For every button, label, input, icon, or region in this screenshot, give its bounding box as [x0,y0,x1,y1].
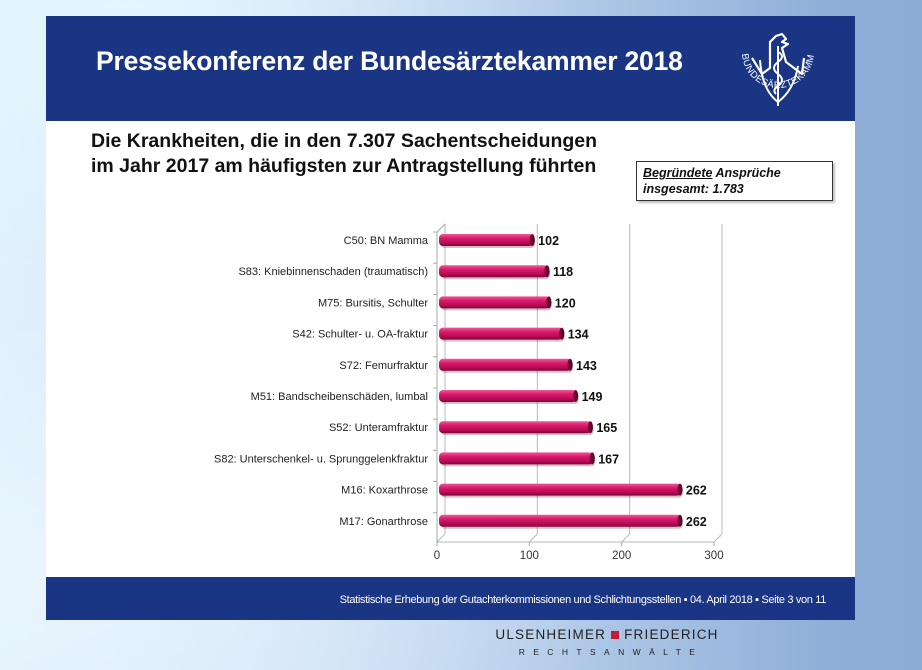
note-underlined-word: Begründete [643,166,713,180]
data-label: 167 [598,452,619,466]
bar [439,452,594,465]
bar [439,234,534,246]
slide-footer: Statistische Erhebung der Gutachterkommi… [46,577,855,620]
category-label: S52: Unteramfraktur [329,422,428,434]
chart-title: Die Krankheiten, die in den 7.307 Sachen… [91,129,597,179]
chart-title-line-1: Die Krankheiten, die in den 7.307 Sachen… [91,130,598,152]
bar-end-cap [587,421,593,434]
floor-gridline [713,533,723,543]
bar-end-cap [546,296,552,309]
x-tick-label: 200 [612,550,631,562]
bar [439,296,550,309]
chart-title-line-2: im Jahr 2017 am häufigsten zur Antragste… [91,155,597,177]
bar-layer [439,234,683,529]
slide: Pressekonferenz der Bundesärztekammer 20… [46,16,855,620]
category-label: S82: Unterschenkel- u. Sprunggelenkfrakt… [214,453,428,465]
data-label: 134 [568,328,589,342]
category-label: S83: Kniebinnenschaden (traumatisch) [238,266,428,278]
floor-gridline [436,533,446,543]
bar [439,265,548,278]
data-label: 143 [576,359,597,373]
slide-header: Pressekonferenz der Bundesärztekammer 20… [46,16,855,121]
bar-end-cap [677,483,683,496]
data-label: 262 [686,515,707,529]
firm-name-left: ULSENHEIMER [495,627,607,642]
bar-chart: 0 100 200 300 C50: BN Mamma 102 S83: Kniebinne… [214,223,724,562]
floor-gridline [621,533,631,543]
data-label: 165 [596,421,617,435]
x-tick-label: 0 [434,550,440,562]
data-label: 149 [582,390,603,404]
x-tick-label: 300 [704,550,723,562]
category-label: M51: Bandscheibenschäden, lumbal [251,391,428,403]
category-label: M16: Koxarthrose [341,485,428,497]
firm-subtitle: RECHTSANWÄLTE [518,647,704,657]
firm-name-right: FRIEDERICH [624,627,719,642]
bar [439,483,681,496]
summary-note-box: Begründete Ansprüche insgesamt: 1.783 [636,161,833,201]
bar [439,514,681,527]
category-label: S42: Schulter- u. OA-fraktur [292,329,428,341]
bar-end-cap [677,514,683,527]
label-layer: 0 100 200 300 C50: BN Mamma 102 S83: Kniebinne… [214,234,724,562]
bar-end-cap [589,452,595,465]
data-label: 262 [686,484,707,498]
category-label: M75: Bursitis, Schulter [318,297,428,309]
category-label: M17: Gonarthrose [339,516,428,528]
bar [439,390,577,402]
firm-logo: ULSENHEIMER FRIEDERICH RECHTSANWÄLTE [488,627,726,657]
bar-end-cap [544,265,550,278]
y-axis-top-edge [436,223,446,233]
data-label: 102 [538,234,559,248]
footer-text: Statistische Erhebung der Gutachterkommi… [339,594,827,606]
bar-end-cap [559,327,565,340]
bar [439,358,572,371]
bar-end-cap [529,234,535,246]
floor-gridline [528,533,538,543]
firm-square-icon [611,630,620,639]
bundesaerztekammer-logo-icon: BUNDESÄRZTEKAMMER [730,22,816,106]
note-line-1-rest: Ansprüche [712,166,781,180]
bar-end-cap [567,358,573,371]
data-label: 118 [553,265,573,279]
category-label: C50: BN Mamma [344,235,429,247]
category-label: S72: Femurfraktur [339,360,428,372]
note-line-2: insgesamt: 1.783 [643,182,744,196]
bar [439,327,563,340]
bar-end-cap [572,390,579,402]
page-title: Pressekonferenz der Bundesärztekammer 20… [96,46,683,76]
data-label: 120 [555,296,576,310]
bar [439,421,592,434]
x-tick-label: 100 [520,550,539,562]
firm-name: ULSENHEIMER FRIEDERICH [488,627,726,642]
